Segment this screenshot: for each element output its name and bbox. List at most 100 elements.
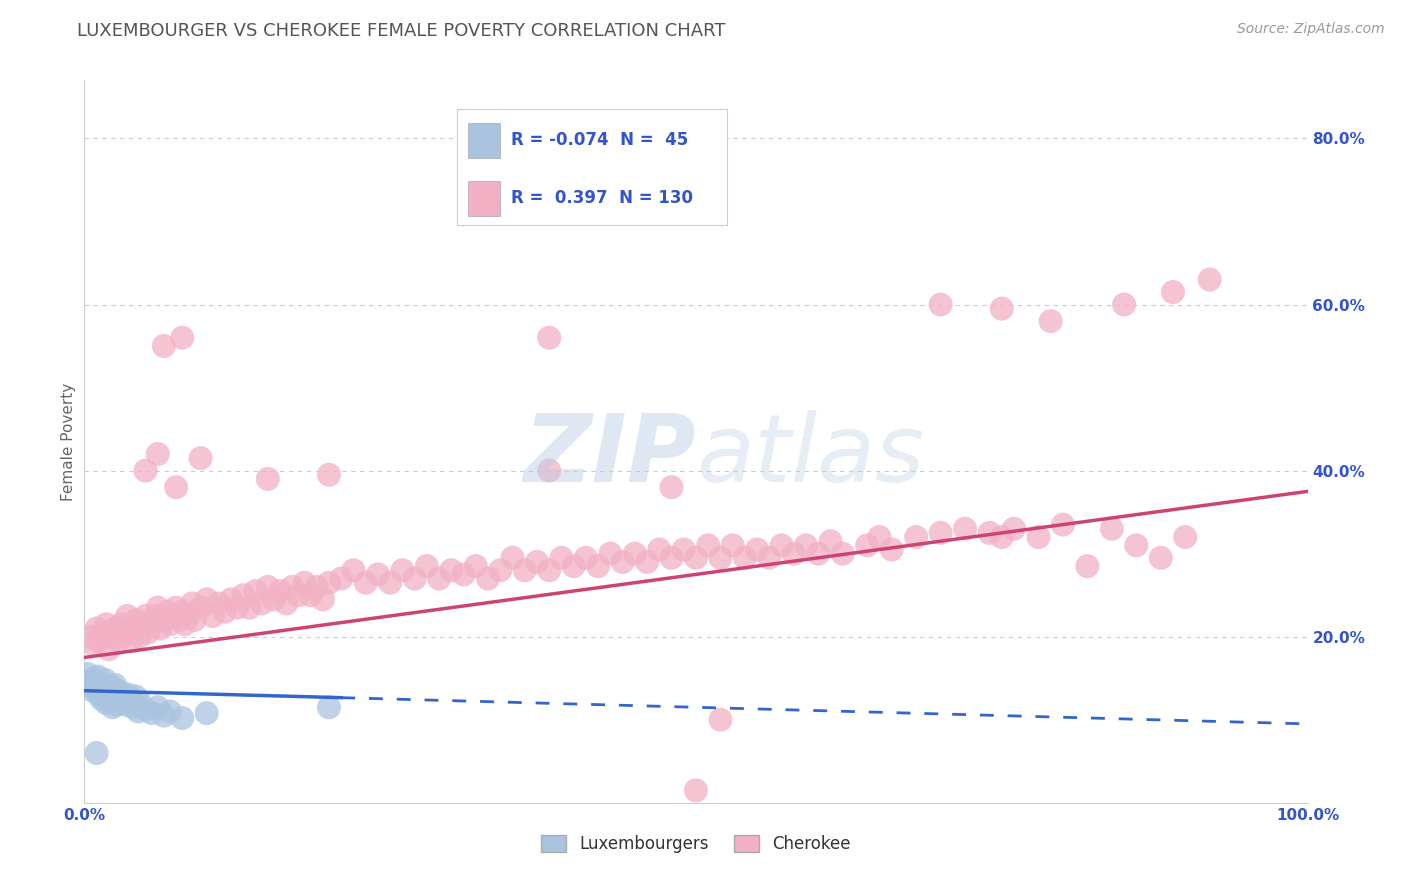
Point xyxy=(783,547,806,561)
Point xyxy=(98,692,121,706)
Point xyxy=(105,698,128,712)
Point xyxy=(758,550,780,565)
Point xyxy=(153,613,176,627)
Y-axis label: Female Poverty: Female Poverty xyxy=(60,383,76,500)
Point xyxy=(709,713,731,727)
Point xyxy=(103,688,125,702)
Point xyxy=(929,525,952,540)
Point xyxy=(538,464,561,478)
Point xyxy=(856,538,879,552)
Text: LUXEMBOURGER VS CHEROKEE FEMALE POVERTY CORRELATION CHART: LUXEMBOURGER VS CHEROKEE FEMALE POVERTY … xyxy=(77,22,725,40)
Point xyxy=(294,575,316,590)
Point xyxy=(734,550,756,565)
Point xyxy=(513,563,536,577)
Point xyxy=(1198,272,1220,286)
Point xyxy=(136,625,159,640)
Point xyxy=(190,451,212,466)
Point xyxy=(122,621,145,635)
Point xyxy=(538,331,561,345)
Point xyxy=(122,700,145,714)
Point xyxy=(93,683,115,698)
Point xyxy=(79,680,101,694)
Point xyxy=(672,542,695,557)
Point xyxy=(440,563,463,577)
Point xyxy=(146,600,169,615)
Point xyxy=(165,480,187,494)
Point xyxy=(208,597,231,611)
Point xyxy=(929,297,952,311)
Point xyxy=(87,633,110,648)
Point xyxy=(112,692,135,706)
Point xyxy=(226,600,249,615)
Point xyxy=(201,609,224,624)
Point xyxy=(195,592,218,607)
Point xyxy=(991,530,1014,544)
Point xyxy=(709,550,731,565)
Point xyxy=(416,559,439,574)
Point xyxy=(104,678,127,692)
Point xyxy=(104,621,127,635)
Point xyxy=(624,547,647,561)
Point xyxy=(120,694,142,708)
Point xyxy=(110,685,132,699)
Point xyxy=(135,703,157,717)
Point xyxy=(91,625,114,640)
Point xyxy=(87,688,110,702)
Text: Source: ZipAtlas.com: Source: ZipAtlas.com xyxy=(1237,22,1385,37)
Point xyxy=(276,597,298,611)
Point xyxy=(90,692,112,706)
Point xyxy=(880,542,903,557)
Point xyxy=(97,681,120,696)
Point xyxy=(281,580,304,594)
Point xyxy=(107,633,129,648)
Point xyxy=(87,669,110,683)
Point xyxy=(721,538,744,552)
Point xyxy=(86,746,108,760)
Point xyxy=(80,673,103,687)
Point xyxy=(94,673,117,687)
Point xyxy=(1028,530,1050,544)
Point xyxy=(112,625,135,640)
Point xyxy=(263,592,285,607)
Point xyxy=(330,572,353,586)
Point xyxy=(1076,559,1098,574)
Point xyxy=(526,555,548,569)
Point xyxy=(869,530,891,544)
Point xyxy=(169,613,191,627)
Point xyxy=(135,609,157,624)
Point xyxy=(661,480,683,494)
Point xyxy=(477,572,499,586)
Point xyxy=(125,613,148,627)
Point xyxy=(807,547,830,561)
Point xyxy=(391,563,413,577)
Legend: Luxembourgers, Cherokee: Luxembourgers, Cherokee xyxy=(534,828,858,860)
Point xyxy=(820,534,842,549)
Point xyxy=(115,609,138,624)
Point xyxy=(156,605,179,619)
Point xyxy=(269,584,291,599)
Point xyxy=(97,686,120,700)
Point xyxy=(612,555,634,569)
Point xyxy=(100,680,122,694)
Point xyxy=(1150,550,1173,565)
Point xyxy=(96,696,118,710)
Point xyxy=(586,559,609,574)
Point xyxy=(312,592,335,607)
Point xyxy=(195,706,218,720)
Point xyxy=(685,550,707,565)
Point xyxy=(115,698,138,712)
Point xyxy=(831,547,853,561)
Point xyxy=(770,538,793,552)
Point xyxy=(238,600,260,615)
Point xyxy=(177,609,200,624)
Point xyxy=(404,572,426,586)
Point xyxy=(172,331,194,345)
Point xyxy=(636,555,658,569)
Point xyxy=(489,563,512,577)
Point xyxy=(305,580,328,594)
Point xyxy=(219,592,242,607)
Point xyxy=(82,683,104,698)
Point xyxy=(464,559,486,574)
Point xyxy=(318,700,340,714)
Point xyxy=(257,580,280,594)
